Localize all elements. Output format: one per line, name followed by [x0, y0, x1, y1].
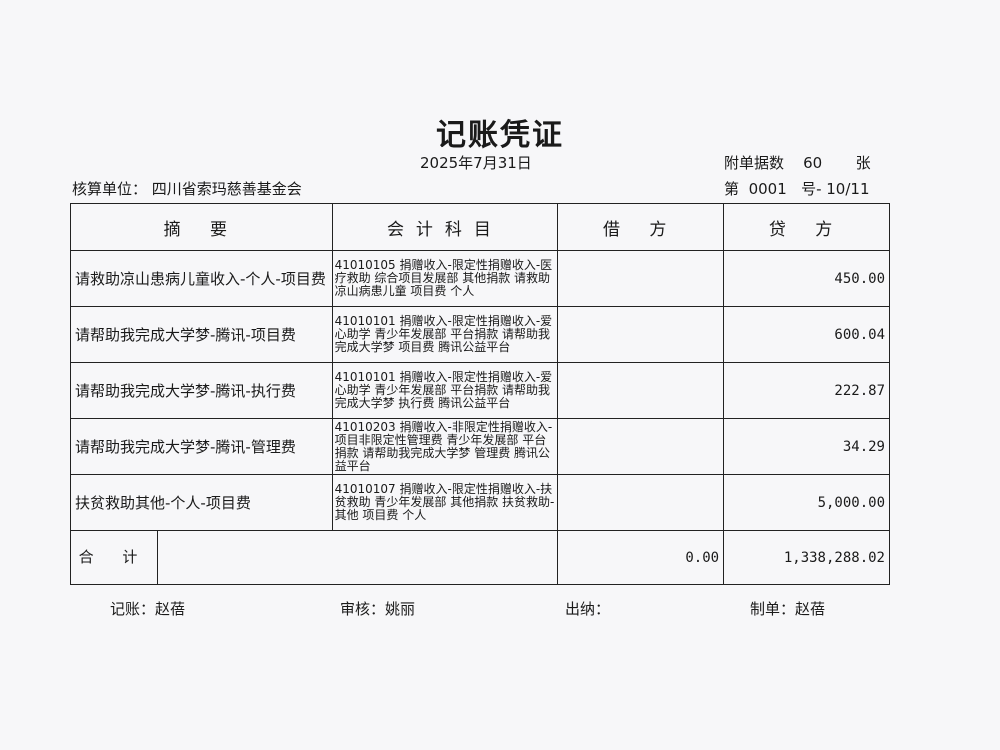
- total-credit: 1,338,288.02: [723, 530, 890, 585]
- credit-cell: 600.04: [723, 306, 890, 363]
- unit-label: 核算单位：: [72, 180, 148, 198]
- account-cell: 41010101 捐赠收入-限定性捐赠收入-爱心助学 青少年发展部 平台捐款 请…: [331, 306, 559, 363]
- table-row: 请帮助我完成大学梦-腾讯-管理费 41010203 捐赠收入-非限定性捐赠收入-项…: [70, 418, 890, 475]
- voucher-suffix: 号-: [801, 180, 822, 198]
- table-row: 请帮助我完成大学梦-腾讯-项目费 41010101 捐赠收入-限定性捐赠收入-爱心…: [70, 306, 890, 363]
- debit-cell: [557, 474, 725, 531]
- voucher-title: 记账凭证: [436, 118, 564, 153]
- attachment-unit: 张: [855, 154, 871, 172]
- attachment-label: 附单据数: [724, 154, 785, 172]
- credit-cell: 34.29: [723, 418, 890, 475]
- voucher-table: 摘 要 会计科目 借 方 贷 方 请救助凉山患病儿童收入-个人-项目费 41010…: [69, 203, 890, 585]
- summary-cell: 扶贫救助其他-个人-项目费: [70, 474, 333, 531]
- total-label: 合 计: [71, 531, 158, 584]
- account-cell: 41010101 捐赠收入-限定性捐赠收入-爱心助学 青少年发展部 平台捐款 请…: [331, 362, 559, 419]
- account-cell: 41010107 捐赠收入-限定性捐赠收入-扶贫救助 青少年发展部 其他捐款 扶…: [331, 474, 559, 531]
- cashier: 出纳：: [565, 600, 611, 618]
- attachment-count: 附单据数 60 张: [724, 152, 871, 173]
- voucher-number-value: 0001: [748, 180, 787, 198]
- account-cell: 41010105 捐赠收入-限定性捐赠收入-医疗救助 综合项目发展部 其他捐款 …: [331, 250, 559, 307]
- debit-cell: [557, 418, 725, 475]
- total-debit: 0.00: [557, 530, 725, 585]
- voucher-date: 2025年7月31日: [420, 154, 532, 172]
- summary-cell: 请救助凉山患病儿童收入-个人-项目费: [70, 250, 333, 307]
- voucher-prefix: 第: [724, 180, 740, 198]
- reviewer: 审核：姚丽: [340, 600, 416, 618]
- account-cell: 41010203 捐赠收入-非限定性捐赠收入-项目非限定性管理费 青少年发展部 …: [331, 418, 559, 475]
- accounting-unit: 核算单位： 四川省索玛慈善基金会: [72, 178, 302, 199]
- voucher-page: 10/11: [826, 180, 870, 198]
- voucher-number: 第 0001 号- 10/11: [724, 178, 870, 199]
- credit-cell: 450.00: [723, 250, 890, 307]
- table-row: 请救助凉山患病儿童收入-个人-项目费 41010105 捐赠收入-限定性捐赠收入-…: [70, 250, 890, 307]
- debit-cell: [557, 362, 725, 419]
- summary-cell: 请帮助我完成大学梦-腾讯-执行费: [70, 362, 333, 419]
- header-credit: 贷 方: [723, 203, 890, 251]
- credit-cell: 222.87: [723, 362, 890, 419]
- summary-cell: 请帮助我完成大学梦-腾讯-管理费: [70, 418, 333, 475]
- bookkeeper: 记账：赵蓓: [110, 600, 186, 618]
- debit-cell: [557, 250, 725, 307]
- table-row: 扶贫救助其他-个人-项目费 41010107 捐赠收入-限定性捐赠收入-扶贫救助 …: [70, 474, 890, 531]
- header-debit: 借 方: [557, 203, 725, 251]
- attachment-count-value: 60: [803, 154, 823, 172]
- debit-cell: [557, 306, 725, 363]
- preparer: 制单：赵蓓: [750, 600, 826, 618]
- unit-name: 四川省索玛慈善基金会: [151, 180, 302, 198]
- total-row: 合 计 0.00 1,338,288.02: [69, 530, 890, 585]
- credit-cell: 5,000.00: [723, 474, 890, 531]
- table-row: 请帮助我完成大学梦-腾讯-执行费 41010101 捐赠收入-限定性捐赠收入-爱心…: [70, 362, 890, 419]
- header-account: 会计科目: [331, 203, 559, 251]
- header-summary: 摘 要: [70, 203, 333, 251]
- summary-cell: 请帮助我完成大学梦-腾讯-项目费: [70, 306, 333, 363]
